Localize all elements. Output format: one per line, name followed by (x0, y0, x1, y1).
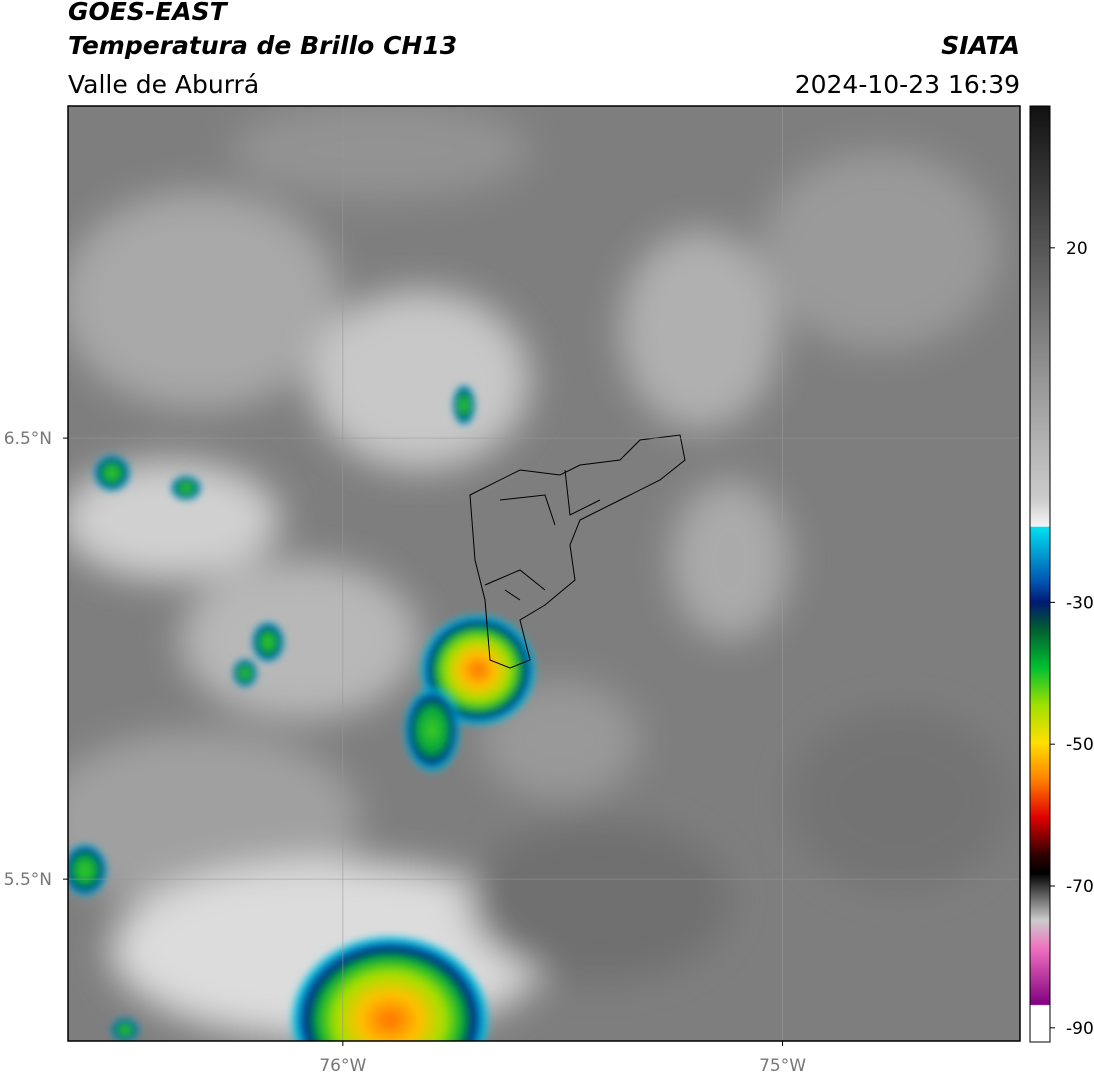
colorbar-tick-label: -70 (1066, 877, 1094, 897)
x-tick-label: 75°W (759, 1056, 806, 1076)
colorbar-tick-label: 20 (1066, 239, 1088, 259)
colorbar-tick-label: -50 (1066, 735, 1094, 755)
source: SIATA (941, 31, 1020, 60)
colorbar-tick-label: -30 (1066, 593, 1094, 613)
colorbar-tick-label: -90 (1066, 1019, 1094, 1039)
region: Valle de Aburrá (68, 70, 259, 99)
title: GOES-EAST (68, 0, 229, 26)
imagery (68, 106, 1020, 1041)
y-tick-label: 5.5°N (4, 870, 52, 890)
grid (68, 106, 1020, 1041)
y-tick-label: 6.5°N (4, 429, 52, 449)
colorbar (1029, 105, 1051, 1043)
map-frame (67, 105, 1021, 1042)
x-tick-label: 76°W (319, 1056, 366, 1076)
municipal-boundaries (469, 434, 686, 669)
datetime: 2024-10-23 16:39 (795, 70, 1020, 99)
subtitle: Temperatura de Brillo CH13 (68, 31, 457, 60)
